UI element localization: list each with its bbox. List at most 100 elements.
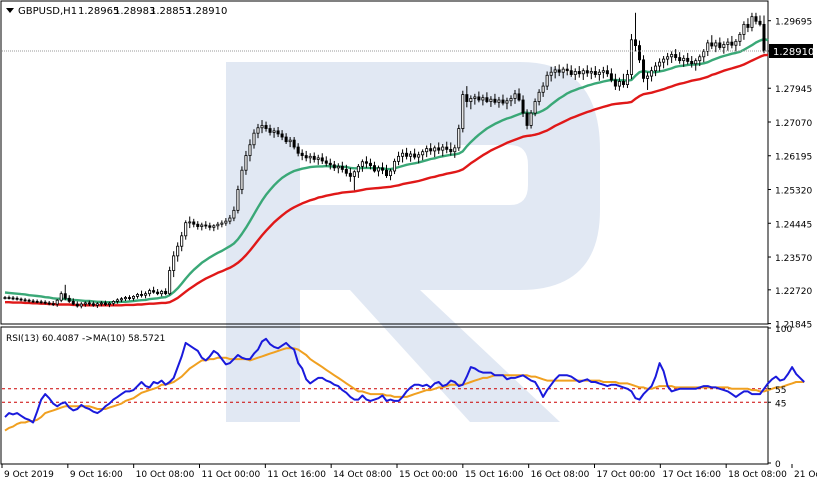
candle-body	[236, 189, 240, 211]
candle-body	[485, 97, 489, 102]
candle-body	[200, 224, 204, 227]
candle-body	[91, 303, 95, 306]
candle-body	[176, 245, 180, 257]
candle-body	[637, 45, 642, 61]
candle-body	[23, 299, 27, 302]
candle-body	[148, 290, 152, 295]
time-axis-label: 15 Oct 16:00	[465, 470, 524, 480]
candle-body	[762, 23, 766, 52]
candle-body	[196, 223, 200, 227]
candle-body	[95, 303, 99, 306]
candle-body	[601, 70, 605, 73]
candle-body	[332, 164, 336, 169]
candle-body	[103, 302, 107, 305]
candle-body	[734, 40, 738, 46]
rsi-levels	[2, 388, 767, 403]
time-axis-label: 14 Oct 08:00	[333, 470, 392, 480]
candle-body	[372, 165, 376, 172]
candle-body	[79, 303, 83, 307]
candle-body	[617, 81, 621, 87]
candle-body	[730, 41, 734, 46]
candle-body	[674, 54, 678, 58]
candle-body	[621, 81, 625, 85]
collapse-arrow-icon[interactable]	[6, 8, 14, 13]
candle-body	[368, 162, 372, 166]
candle-body	[513, 93, 517, 99]
candle-body	[441, 146, 445, 151]
candle-body	[389, 170, 393, 177]
candle-body	[401, 152, 405, 157]
time-axis-label: 9 Oct 16:00	[70, 470, 123, 480]
candle-body	[549, 71, 553, 76]
candle-body	[264, 125, 268, 129]
rsi-axis: 100 55 45 0	[768, 325, 792, 470]
candle-body	[393, 160, 397, 172]
candle-body	[738, 34, 742, 42]
candle-body	[256, 127, 260, 134]
candle-body	[224, 220, 228, 224]
candle-body	[204, 224, 208, 227]
candle-body	[348, 172, 352, 177]
candle-body	[746, 23, 750, 28]
candle-body	[666, 56, 670, 60]
candle-body	[380, 167, 384, 171]
candle-body	[152, 290, 156, 293]
candle-body	[742, 23, 746, 35]
candle-body	[589, 71, 593, 74]
candle-body	[160, 290, 164, 295]
candle-body	[304, 155, 308, 159]
price-axis-label: 1.27070	[775, 119, 812, 129]
candle-body	[123, 297, 127, 300]
time-axis-label: 9 Oct 2019	[4, 470, 54, 480]
candle-body	[505, 100, 509, 104]
candle-body	[529, 112, 533, 126]
candle-body	[240, 169, 244, 190]
price-axis-label: 1.25320	[775, 187, 812, 197]
candle-body	[726, 41, 730, 45]
candle-body	[433, 147, 437, 152]
candle-body	[605, 70, 609, 75]
candle-body	[280, 133, 284, 138]
candle-body	[51, 303, 55, 306]
candle-body	[184, 222, 188, 237]
candle-body	[417, 154, 421, 158]
candle-body	[99, 302, 103, 305]
time-axis-label: 16 Oct 08:00	[531, 470, 590, 480]
time-axis: 9 Oct 2019 9 Oct 16:00 10 Oct 08:00 11 Oct …	[1, 464, 817, 480]
rsi-series-line	[4, 347, 805, 432]
candle-body	[43, 301, 47, 304]
watermark-logo-stem	[226, 62, 300, 422]
candle-body	[208, 225, 212, 228]
candle-body	[662, 58, 666, 63]
candle-body	[593, 71, 597, 75]
candle-body	[545, 74, 549, 87]
candle-body	[111, 300, 115, 304]
candle-body	[144, 293, 148, 296]
candle-body	[312, 155, 316, 160]
candle-body	[75, 303, 79, 307]
time-axis-label: 10 Oct 08:00	[136, 470, 195, 480]
candle-body	[228, 217, 232, 222]
rsi-series-line	[4, 337, 805, 424]
candle-body	[15, 297, 19, 300]
time-axis-label: 11 Oct 16:00	[267, 470, 326, 480]
candle-body	[67, 297, 71, 302]
candle-body	[19, 298, 23, 301]
candle-body	[650, 70, 654, 77]
candle-body	[376, 167, 380, 172]
candle-body	[164, 290, 168, 295]
candle-body	[59, 293, 63, 301]
candle-body	[573, 71, 577, 75]
candle-body	[7, 297, 11, 299]
rsi-axis-label: 100	[775, 325, 792, 335]
candle-body	[597, 71, 601, 75]
candle-body	[216, 223, 220, 227]
candle-body	[320, 157, 324, 162]
candle-body	[613, 79, 617, 87]
candle-body	[385, 169, 389, 177]
candle-body	[268, 128, 272, 133]
candle-body	[360, 161, 364, 167]
candle-body	[557, 69, 561, 73]
candle-body	[232, 209, 236, 219]
rsi-axis-label: 55	[775, 386, 786, 396]
